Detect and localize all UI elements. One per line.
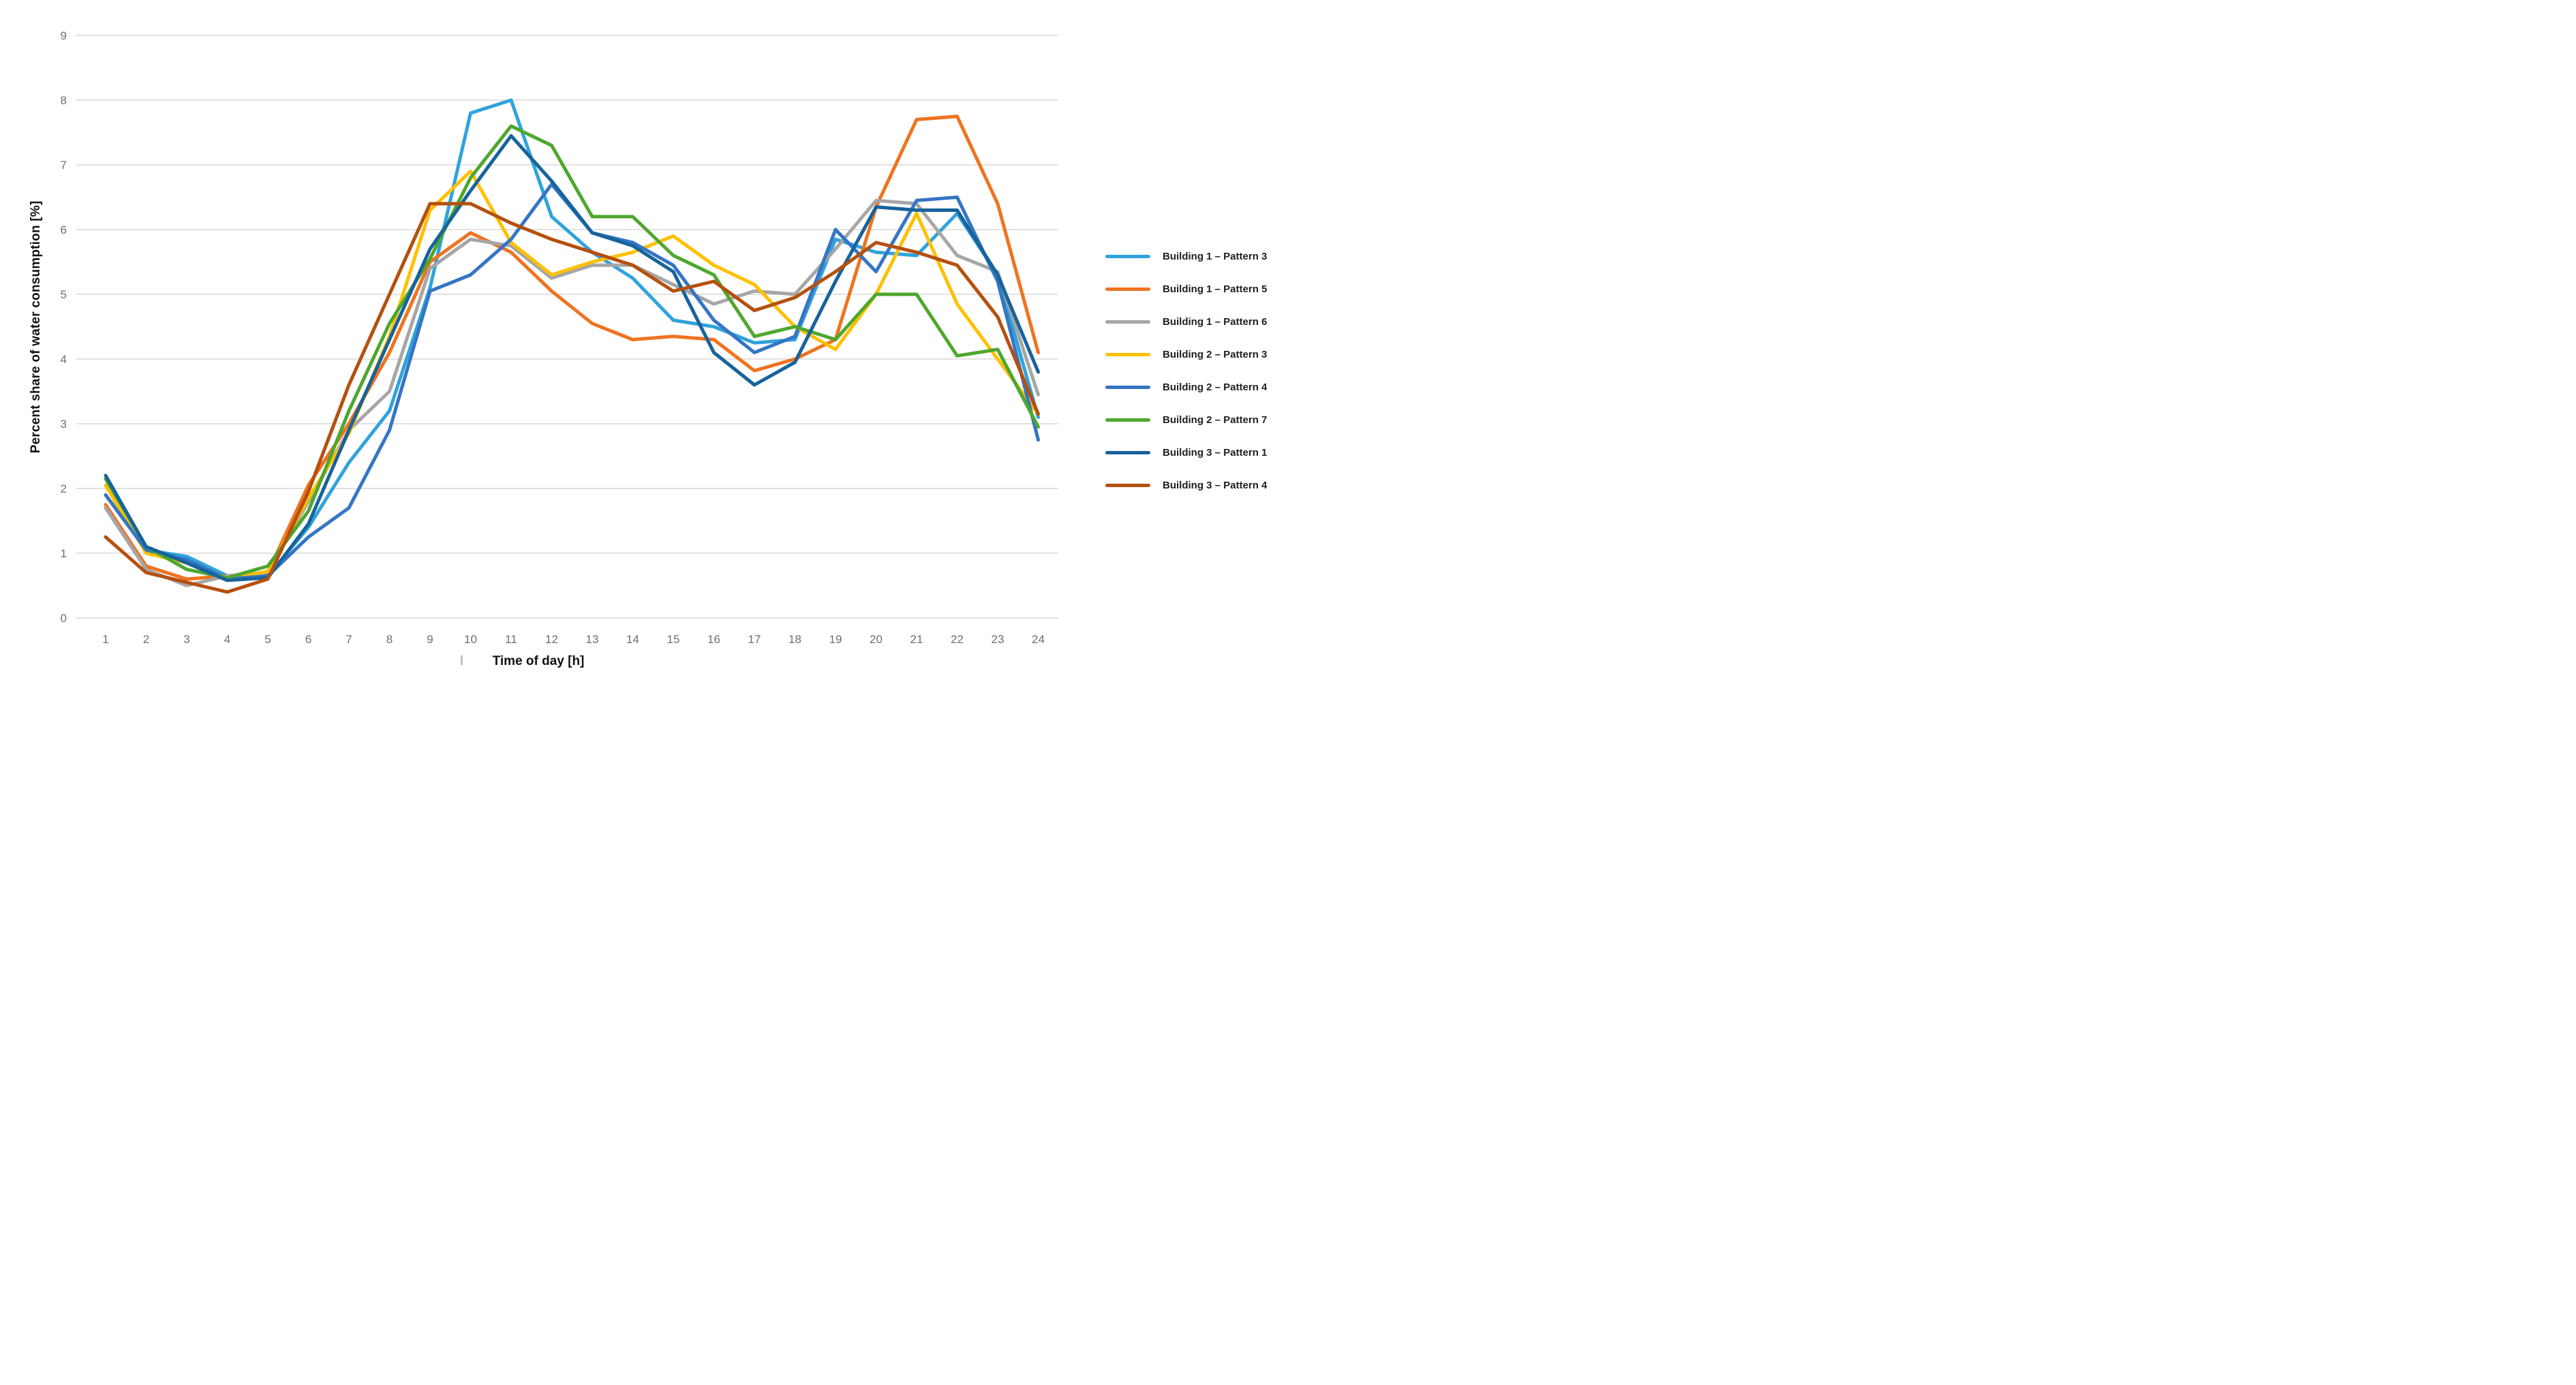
x-tick-label-9: 9 xyxy=(427,633,433,646)
legend-label-7: Building 3 – Pattern 1 xyxy=(1163,446,1268,458)
x-tick-label-23: 23 xyxy=(992,633,1005,646)
legend-item-6: Building 2 – Pattern 7 xyxy=(1105,403,1267,436)
series-line-5 xyxy=(104,183,1040,581)
legend-label-5: Building 2 – Pattern 4 xyxy=(1163,381,1268,393)
x-tick-label-12: 12 xyxy=(545,633,558,646)
y-tick-label-3: 3 xyxy=(61,418,67,431)
y-tick-label-7: 7 xyxy=(61,159,67,172)
y-tick-label-9: 9 xyxy=(61,29,67,42)
x-tick-label-13: 13 xyxy=(586,633,599,646)
legend-swatch-1 xyxy=(1105,254,1150,258)
legend-swatch-5 xyxy=(1105,385,1150,389)
legend-swatch-7 xyxy=(1105,450,1150,454)
legend-item-8: Building 3 – Pattern 4 xyxy=(1105,469,1267,501)
x-axis-title: Time of day [h] xyxy=(492,654,585,668)
x-tick-label-4: 4 xyxy=(224,633,230,646)
y-tick-label-6: 6 xyxy=(61,223,67,236)
legend-item-4: Building 2 – Pattern 3 xyxy=(1105,338,1267,371)
x-tick-label-8: 8 xyxy=(386,633,393,646)
legend-swatch-4 xyxy=(1105,352,1150,356)
legend-label-4: Building 2 – Pattern 3 xyxy=(1163,348,1268,360)
x-tick-label-20: 20 xyxy=(870,633,883,646)
legend-swatch-3 xyxy=(1105,320,1150,324)
series-line-1 xyxy=(104,98,1040,578)
legend-item-7: Building 3 – Pattern 1 xyxy=(1105,436,1267,469)
x-tick-label-7: 7 xyxy=(346,633,352,646)
legend-item-5: Building 2 – Pattern 4 xyxy=(1105,371,1267,403)
legend-swatch-2 xyxy=(1105,287,1150,291)
stray-tick-mark xyxy=(461,655,463,665)
x-tick-label-2: 2 xyxy=(143,633,149,646)
series-line-6 xyxy=(104,124,1040,580)
x-tick-label-15: 15 xyxy=(667,633,680,646)
x-tick-label-1: 1 xyxy=(102,633,108,646)
legend-item-1: Building 1 – Pattern 3 xyxy=(1105,240,1267,273)
series-line-7 xyxy=(104,134,1040,582)
x-tick-label-6: 6 xyxy=(305,633,311,646)
line-chart: 0 1 2 3 4 5 6 7 8 9 1 2 3 4 5 6 7 8 9 10 11 12 13 14 15 16 17 18 19 2… xyxy=(0,0,1288,692)
legend-label-8: Building 3 – Pattern 4 xyxy=(1163,479,1268,491)
y-axis-title: Percent share of water consumption [%] xyxy=(29,200,43,454)
series-line-2 xyxy=(104,114,1040,581)
y-tick-label-5: 5 xyxy=(61,288,67,301)
legend-label-3: Building 1 – Pattern 6 xyxy=(1163,315,1268,328)
x-tick-label-3: 3 xyxy=(183,633,189,646)
series-line-4 xyxy=(104,170,1040,581)
y-tick-label-8: 8 xyxy=(61,94,67,107)
x-tick-label-21: 21 xyxy=(910,633,923,646)
x-tick-label-11: 11 xyxy=(505,633,517,646)
series-line-3 xyxy=(104,198,1040,587)
x-tick-label-10: 10 xyxy=(464,633,477,646)
legend-item-3: Building 1 – Pattern 6 xyxy=(1105,305,1267,338)
legend: Building 1 – Pattern 3 Building 1 – Patte… xyxy=(1105,240,1267,501)
x-tick-label-14: 14 xyxy=(626,633,639,646)
series-line-8 xyxy=(104,202,1040,594)
legend-label-2: Building 1 – Pattern 5 xyxy=(1163,283,1268,295)
legend-swatch-6 xyxy=(1105,418,1150,422)
y-tick-label-2: 2 xyxy=(61,482,67,495)
x-tick-label-19: 19 xyxy=(829,633,842,646)
legend-swatch-8 xyxy=(1105,483,1150,487)
y-tick-label-4: 4 xyxy=(61,353,67,366)
legend-label-6: Building 2 – Pattern 7 xyxy=(1163,414,1268,426)
x-tick-label-22: 22 xyxy=(951,633,964,646)
x-tick-label-17: 17 xyxy=(748,633,761,646)
y-tick-label-1: 1 xyxy=(61,547,67,560)
x-tick-label-5: 5 xyxy=(264,633,271,646)
legend-item-2: Building 1 – Pattern 5 xyxy=(1105,273,1267,305)
x-tick-label-18: 18 xyxy=(788,633,801,646)
legend-label-1: Building 1 – Pattern 3 xyxy=(1163,250,1268,262)
y-tick-label-0: 0 xyxy=(61,612,67,625)
x-tick-label-24: 24 xyxy=(1032,633,1045,646)
x-tick-label-16: 16 xyxy=(707,633,720,646)
